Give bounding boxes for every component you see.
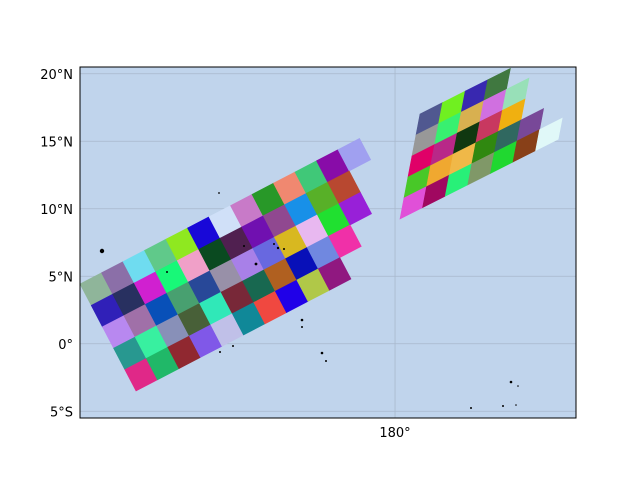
island-icon xyxy=(502,405,504,407)
lat-tick-label: 5°S xyxy=(50,405,73,420)
island-icon xyxy=(276,246,280,250)
island-icon xyxy=(470,407,472,409)
map-frame xyxy=(79,66,577,419)
island-icon xyxy=(509,380,513,384)
island-icon xyxy=(243,245,245,247)
island-icon xyxy=(232,345,234,347)
island-icon xyxy=(517,385,519,387)
island-icon xyxy=(320,351,324,355)
lat-tick-label: 20°N xyxy=(40,68,73,83)
island-icon xyxy=(283,248,285,250)
swath-west-tile xyxy=(317,257,352,291)
swath-west-tile xyxy=(337,137,372,172)
latitude-tick-labels: 20°N 15°N 10°N 5°N 0° 5°S xyxy=(40,68,73,421)
lat-tick-label: 0° xyxy=(58,338,73,353)
island-icon xyxy=(301,326,303,328)
swath-west-tile xyxy=(328,224,362,259)
island-icon xyxy=(325,360,327,362)
island-icon xyxy=(515,404,517,406)
island-icon xyxy=(273,243,275,245)
island-icon xyxy=(254,262,258,266)
swath-east xyxy=(399,67,563,220)
lat-tick-label: 15°N xyxy=(40,135,73,150)
island-icon xyxy=(166,271,168,273)
swath-east-tile xyxy=(535,117,563,152)
swath-west xyxy=(80,137,373,392)
lat-tick-label: 10°N xyxy=(40,203,73,218)
lon-tick-label: 180° xyxy=(379,426,410,441)
longitude-tick-labels: 180° xyxy=(379,426,410,441)
island-icon xyxy=(219,351,221,353)
lat-tick-label: 5°N xyxy=(49,270,74,285)
island-icon xyxy=(99,248,105,254)
swath-west-tile xyxy=(338,191,373,226)
islands xyxy=(99,192,519,409)
island-icon xyxy=(218,192,220,194)
island-icon xyxy=(300,318,304,322)
